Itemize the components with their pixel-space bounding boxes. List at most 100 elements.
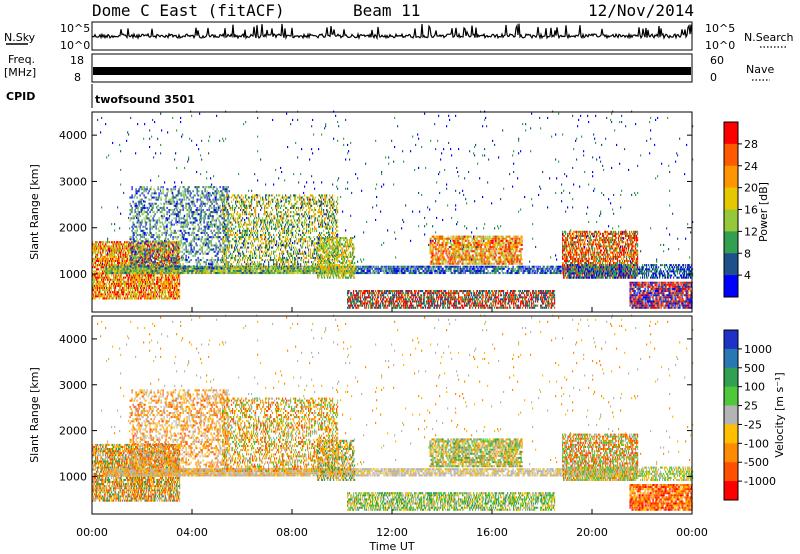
power-cell xyxy=(99,270,100,272)
power-cell xyxy=(179,215,180,217)
power-cell xyxy=(211,259,212,261)
power-cell xyxy=(226,186,227,188)
power-cell xyxy=(145,249,146,251)
power-cell xyxy=(255,247,256,249)
power-cell xyxy=(225,244,226,246)
power-cell xyxy=(216,190,217,192)
power-cell xyxy=(128,281,129,283)
power-cell xyxy=(246,255,247,257)
power-cell xyxy=(233,261,234,263)
power-cell xyxy=(199,228,200,230)
power-cell xyxy=(142,243,143,245)
power-cell xyxy=(281,270,282,272)
power-cell xyxy=(149,207,150,209)
power-cell xyxy=(248,217,249,219)
noise-sky-trace xyxy=(92,24,692,38)
power-cell xyxy=(220,249,221,251)
power-cell xyxy=(218,228,219,230)
power-cell xyxy=(118,254,119,256)
power-cell xyxy=(136,251,137,253)
power-cell xyxy=(158,240,159,242)
power-cell xyxy=(187,213,188,215)
power-cell xyxy=(219,240,220,242)
power-cell xyxy=(156,226,157,228)
power-cell xyxy=(166,199,167,201)
power-cell xyxy=(151,219,152,221)
power-cell xyxy=(243,253,244,255)
power-cell xyxy=(179,285,180,287)
power-cell xyxy=(204,222,205,224)
power-cell xyxy=(109,241,110,243)
power-cell xyxy=(225,249,226,251)
power-cell xyxy=(143,188,144,190)
power-cell xyxy=(108,275,109,277)
power-cell xyxy=(192,244,193,246)
power-cell xyxy=(202,230,203,232)
power-cell xyxy=(185,188,186,190)
power-cell xyxy=(115,287,116,289)
power-cell xyxy=(175,279,176,281)
power-cell xyxy=(134,197,135,199)
power-cell xyxy=(181,238,182,240)
power-cell xyxy=(159,242,160,244)
power-cell xyxy=(171,242,172,244)
power-cell xyxy=(253,249,254,251)
power-cell xyxy=(93,289,94,291)
power-cell xyxy=(130,272,131,274)
power-cell xyxy=(166,285,167,287)
power-cell xyxy=(193,205,194,207)
power-cell xyxy=(217,255,218,257)
power-cell xyxy=(134,285,135,287)
power-cell xyxy=(175,261,176,263)
power-cell xyxy=(201,228,202,230)
power-cell xyxy=(163,293,164,295)
power-cell xyxy=(201,240,202,242)
power-cell xyxy=(174,295,175,297)
power-cell xyxy=(216,194,217,196)
power-cell xyxy=(259,201,260,203)
power-cell xyxy=(160,247,161,249)
power-cell xyxy=(169,279,170,281)
power-cell xyxy=(169,222,170,224)
power-cell xyxy=(189,215,190,217)
power-cell xyxy=(177,281,178,283)
power-cell xyxy=(135,253,136,255)
power-cell xyxy=(246,205,247,207)
freq-left-label-1: Freq. xyxy=(8,53,35,66)
power-cell xyxy=(137,228,138,230)
power-cell xyxy=(138,207,139,209)
power-cell xyxy=(223,207,224,209)
noise-panel: N.Sky 10^5 10^0 10^5 10^0 N.Search xyxy=(4,22,794,52)
power-cell xyxy=(214,207,215,209)
power-cell xyxy=(198,257,199,259)
power-cell xyxy=(182,247,183,249)
power-cell xyxy=(168,188,169,190)
power-cell xyxy=(246,240,247,242)
power-cell xyxy=(190,190,191,192)
power-cell xyxy=(173,275,174,277)
power-cell xyxy=(237,197,238,199)
power-cell xyxy=(149,199,150,201)
power-cell xyxy=(179,291,180,293)
power-cell xyxy=(242,211,243,213)
power-cell xyxy=(254,251,255,253)
power-cell xyxy=(235,222,236,224)
power-cell xyxy=(180,211,181,213)
power-cell xyxy=(193,238,194,240)
power-cell xyxy=(205,205,206,207)
power-cell xyxy=(118,272,119,274)
power-cell xyxy=(140,238,141,240)
power-cell xyxy=(220,186,221,188)
power-cell xyxy=(200,199,201,201)
power-cell xyxy=(102,275,103,277)
power-cell xyxy=(245,222,246,224)
power-cell xyxy=(137,197,138,199)
power-cell xyxy=(257,224,258,226)
power-cell xyxy=(196,261,197,263)
power-cell xyxy=(177,224,178,226)
power-cell xyxy=(183,244,184,246)
power-cell xyxy=(155,238,156,240)
power-cell xyxy=(135,209,136,211)
power-cell xyxy=(241,270,242,272)
power-cell xyxy=(140,261,141,263)
